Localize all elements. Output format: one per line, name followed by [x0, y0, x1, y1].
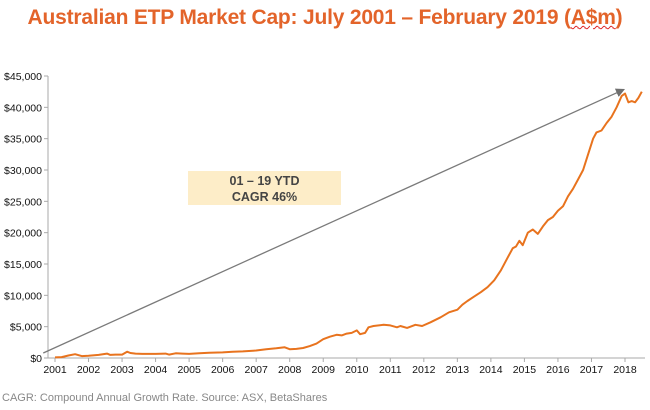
- cagr-trend-arrow: [42, 88, 625, 354]
- x-tick-label: 2012: [412, 364, 436, 376]
- y-tick-label: $45,000: [4, 71, 42, 83]
- x-tick-label: 2001: [43, 364, 67, 376]
- y-tick-label: $30,000: [4, 165, 42, 177]
- x-tick-label: 2008: [278, 364, 302, 376]
- x-tick-label: 2015: [513, 364, 537, 376]
- chart-title: Australian ETP Market Cap: July 2001 – F…: [0, 6, 650, 30]
- cagr-annotation-box: 01 – 19 YTD CAGR 46%: [188, 171, 341, 205]
- x-tick-label: 2005: [177, 364, 201, 376]
- footer-source-note: CAGR: Compound Annual Growth Rate. Sourc…: [2, 392, 328, 404]
- y-tick-label: $35,000: [4, 134, 42, 146]
- x-tick-label: 2014: [479, 364, 503, 376]
- line-chart: $0 $5,000 $10,000 $15,000 $20,000 $25,000 $30,…: [4, 71, 645, 376]
- chart-title-main: Australian ETP Market Cap: July 2001 – F…: [27, 6, 571, 29]
- x-tick-label: 2002: [77, 364, 101, 376]
- y-tick-label: $5,000: [10, 322, 42, 334]
- cagr-annotation-line-1: 01 – 19 YTD: [229, 174, 300, 188]
- x-tick-label: 2010: [345, 364, 369, 376]
- chart-title-end: ): [615, 6, 623, 29]
- x-tick-label: 2006: [211, 364, 235, 376]
- x-tick-label: 2017: [580, 364, 604, 376]
- y-tick-label: $20,000: [4, 228, 42, 240]
- x-tick-label: 2011: [379, 364, 402, 376]
- y-tick-label: $15,000: [4, 259, 42, 271]
- y-tick-label: $25,000: [4, 196, 42, 208]
- cagr-annotation-line-2: CAGR 46%: [231, 190, 298, 204]
- y-tick-label: $40,000: [4, 102, 42, 114]
- y-tick-label: $10,000: [4, 290, 42, 302]
- chart-title-unit: A$m: [570, 6, 616, 29]
- x-tick-label: 2003: [110, 364, 134, 376]
- y-tick-label: $0: [30, 353, 42, 365]
- series-line-etp-market-cap: [54, 91, 643, 359]
- x-tick-label: 2016: [546, 364, 570, 376]
- x-tick-label: 2007: [244, 364, 268, 376]
- x-tick-label: 2009: [312, 364, 336, 376]
- x-tick-label: 2004: [144, 364, 168, 376]
- x-tick-label: 2013: [446, 364, 470, 376]
- x-tick-label: 2018: [613, 364, 637, 376]
